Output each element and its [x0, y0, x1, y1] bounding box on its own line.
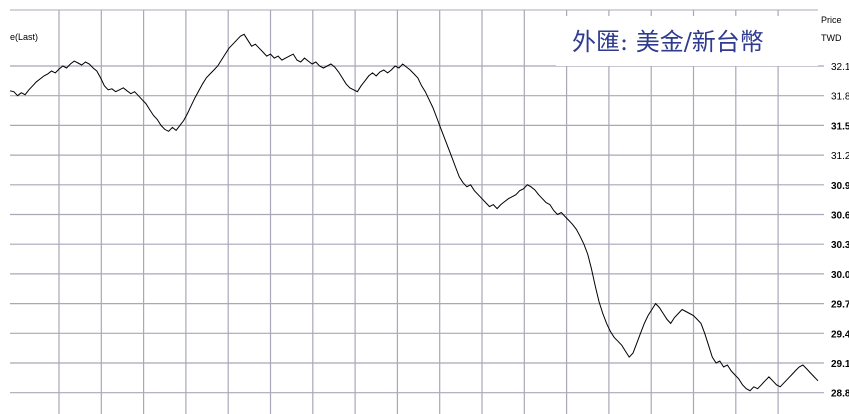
y-tick-label: 32.1	[831, 62, 849, 73]
y-tick-label: 30.0	[831, 270, 849, 281]
y-tick-label: 30.9	[831, 181, 849, 192]
y-tick-label: 29.4	[831, 329, 849, 340]
title-box	[556, 16, 818, 66]
y-tick-label: 30.6	[831, 211, 849, 222]
y-tick-label: 30.3	[831, 240, 849, 251]
y-axis-ticks: 32.1 31.8 31.5 31.2 30.9 30.6 30.3 30.0 29.7 29.4…	[831, 62, 849, 400]
y-tick-label: 31.8	[831, 92, 849, 103]
legend-label: e(Last)	[10, 32, 38, 42]
y-axis-title-line1: Price	[821, 15, 842, 25]
grid	[10, 9, 824, 414]
y-tick-label: 28.8	[831, 389, 849, 400]
y-tick-label: 31.2	[831, 151, 849, 162]
series-line	[9, 33, 819, 392]
chart-title: 外匯: 美金/新台幣	[572, 28, 764, 56]
y-tick-label: 29.7	[831, 300, 849, 311]
y-axis-title-line2: TWD	[821, 33, 842, 43]
y-tick-label: 31.5	[831, 121, 849, 132]
y-tick-label: 29.1	[831, 359, 849, 370]
